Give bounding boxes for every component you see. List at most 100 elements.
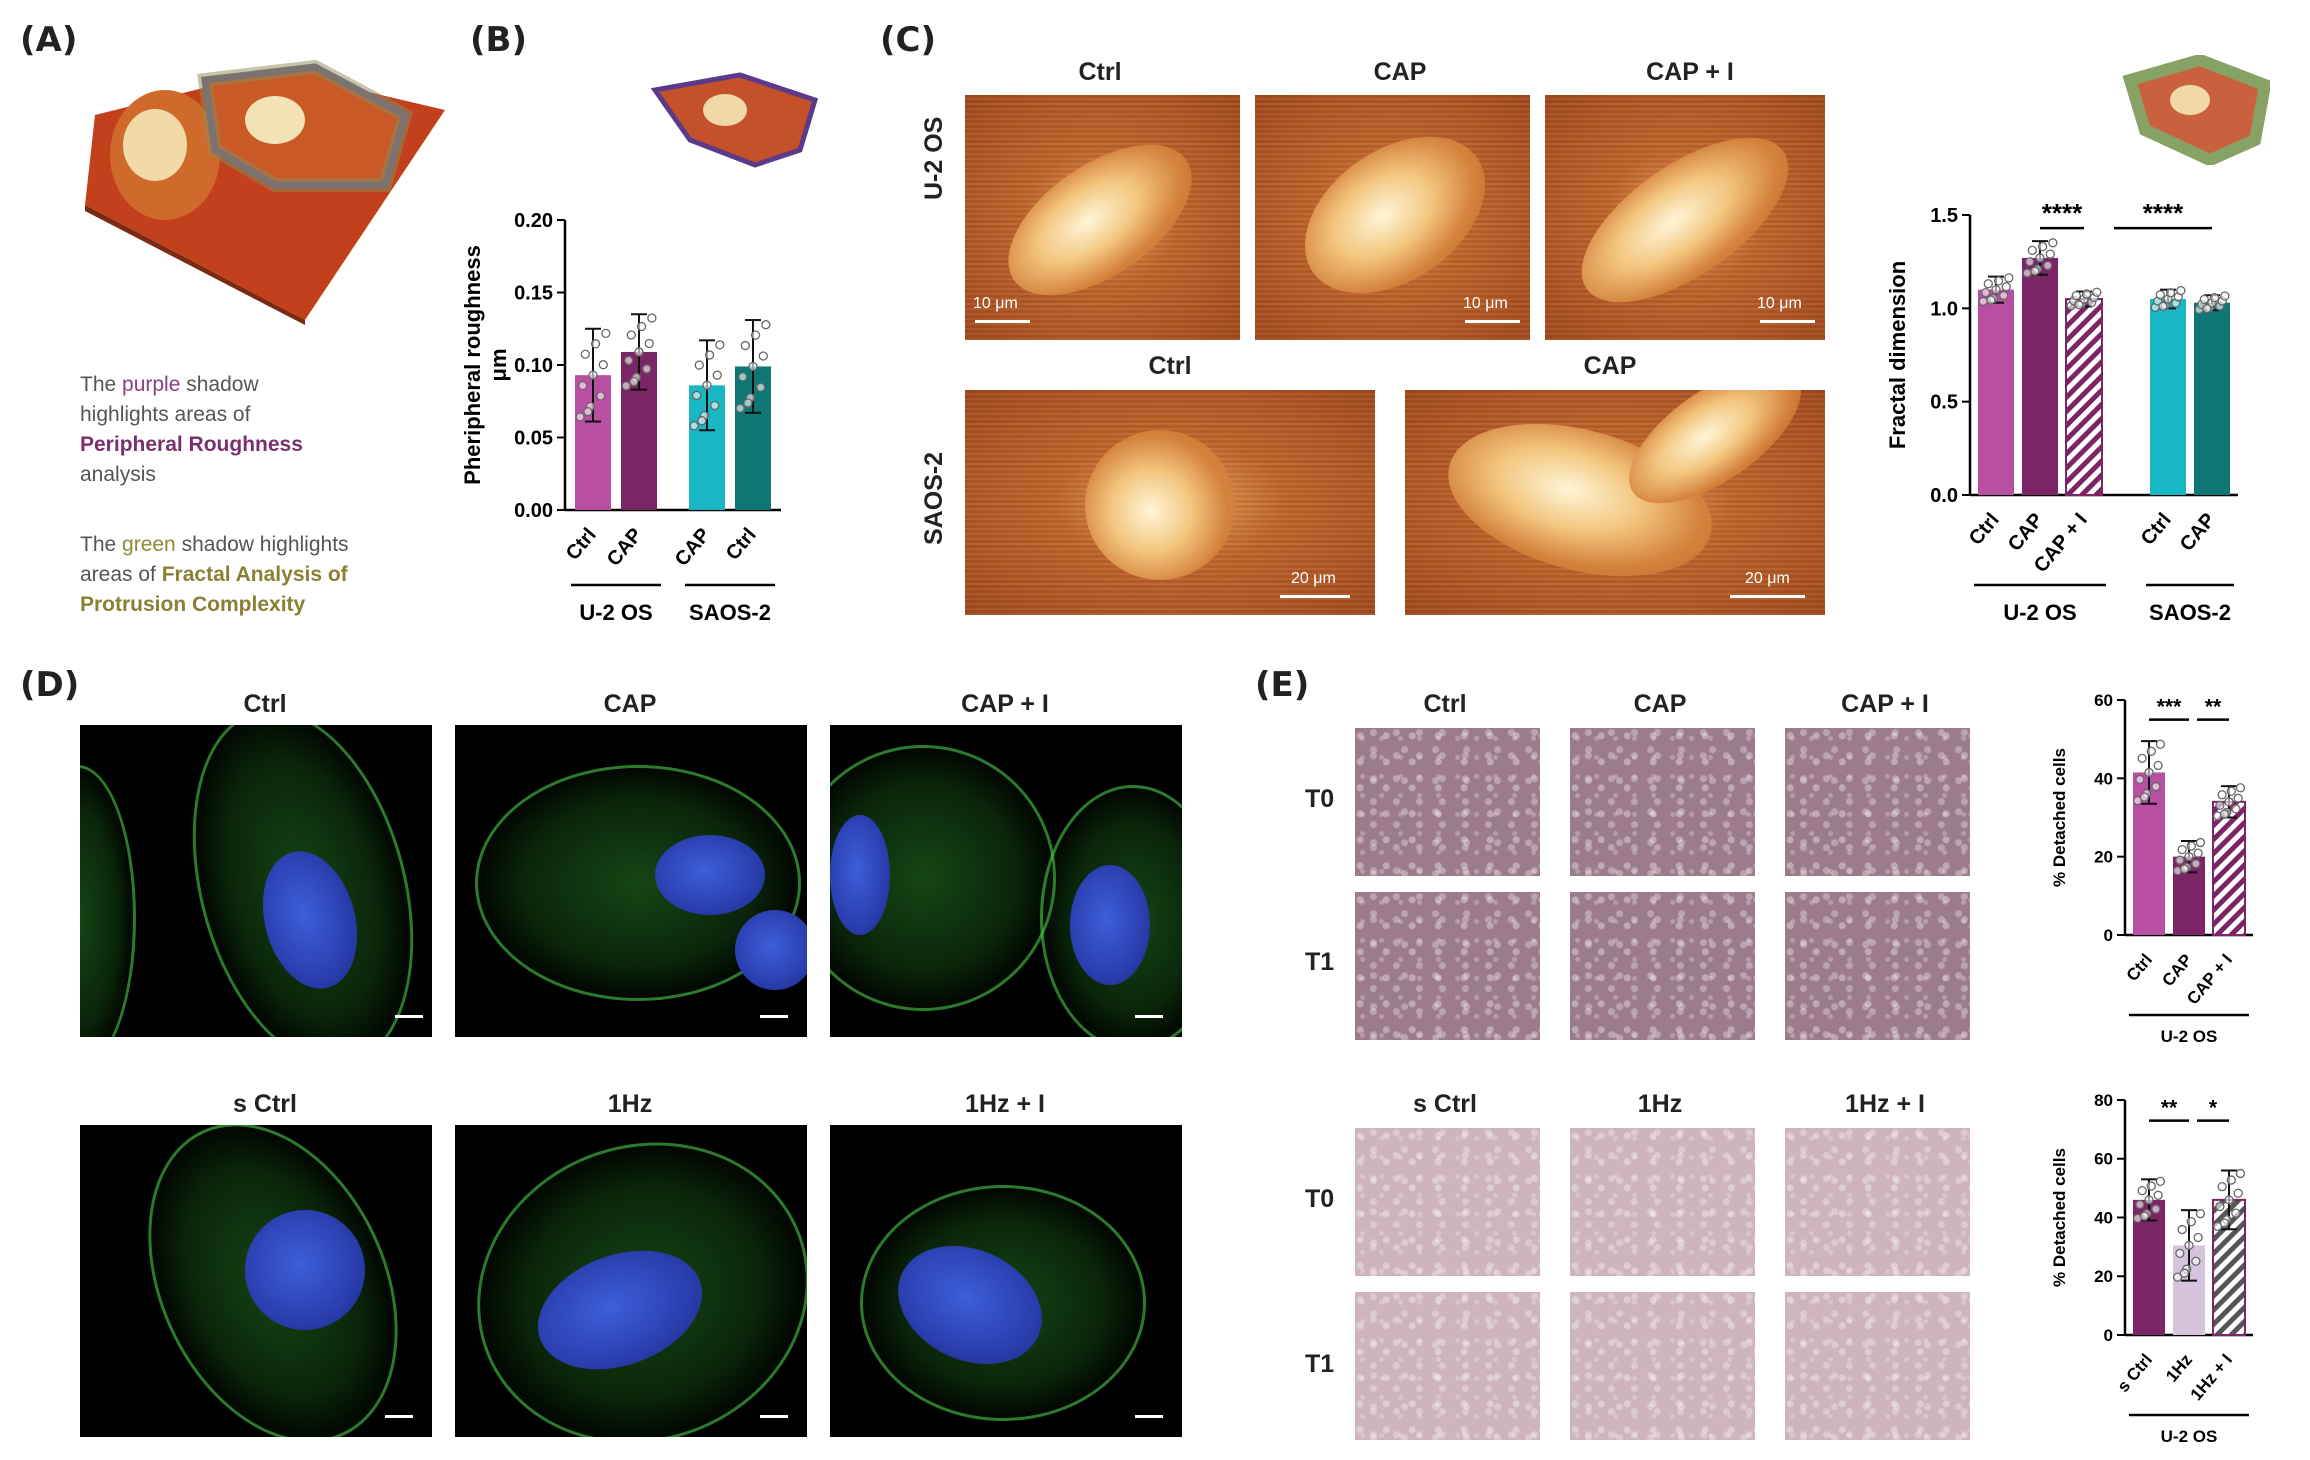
phase-row-t1: T1 (1305, 948, 1335, 976)
phase-image-1hz-i-t1 (1785, 1292, 1970, 1440)
data-point (583, 407, 593, 417)
data-point (2035, 253, 2045, 263)
data-point (689, 421, 699, 431)
y-tick-label: 60 (2094, 691, 2113, 710)
data-point (2179, 1268, 2190, 1278)
bar (2022, 257, 2058, 495)
y-tick-label: 60 (2094, 1150, 2113, 1169)
phase-label-s-ctrl: s Ctrl (1413, 1090, 1477, 1118)
group-label: SAOS-2 (2149, 600, 2231, 625)
fluor-image-cap (455, 725, 807, 1037)
y-axis-label: Pheripheral roughness (460, 245, 485, 485)
data-point (2153, 760, 2163, 771)
scale-label: 10 μm (1463, 295, 1508, 312)
data-point (697, 416, 707, 426)
data-point (758, 351, 768, 361)
afm-saos-label-ctrl: Ctrl (1148, 352, 1192, 380)
y-tick-label: 1.0 (1930, 298, 1958, 320)
y-tick-label: 0 (2104, 1326, 2113, 1345)
data-point (578, 380, 588, 391)
fluor-label-cap: CAP (603, 690, 657, 718)
scale-bar (1135, 1015, 1163, 1018)
data-point (2217, 1182, 2227, 1192)
data-point (644, 338, 654, 349)
data-point (2146, 1181, 2156, 1191)
data-point (2176, 285, 2186, 296)
panel-letter-a: (A) (20, 20, 78, 60)
data-point (2193, 1232, 2203, 1243)
scale-bar (760, 1415, 788, 1418)
scale-bar (1730, 595, 1805, 598)
data-point (588, 370, 598, 380)
phase-image-ctrl-t0 (1355, 728, 1540, 876)
fluor-label-s-ctrl: s Ctrl (233, 1090, 297, 1118)
data-point (756, 382, 766, 392)
phase-label-cap-i: CAP + I (1841, 690, 1929, 718)
category-label: Ctrl (722, 524, 761, 565)
data-point (2175, 1248, 2185, 1258)
data-point (2146, 746, 2156, 756)
data-point (626, 330, 636, 340)
scale-bar (760, 1015, 788, 1018)
phase-image-1hz-t0 (1570, 1128, 1755, 1276)
bar (2150, 299, 2186, 495)
phase-image-cap-t1 (1570, 892, 1755, 1040)
afm-3d-cell-image (85, 59, 445, 325)
data-point (590, 339, 601, 349)
fluor-label-1hz: 1Hz (607, 1090, 653, 1118)
category-label: s Ctrl (2114, 1350, 2156, 1396)
afm-image-u2os-cap: 10 μm (1255, 95, 1530, 340)
category-label: Ctrl (562, 524, 601, 565)
fluor-image-ctrl (80, 725, 432, 1037)
scale-bar (385, 1415, 413, 1418)
data-point (761, 320, 771, 330)
data-point (2209, 293, 2220, 303)
data-point (2177, 1224, 2187, 1235)
phase-row-t0-bottom: T0 (1305, 1185, 1335, 1213)
panel-letter-d: (D) (20, 665, 80, 705)
y-axis-label: % Detached cells (2050, 748, 2069, 887)
group-label: U-2 OS (2161, 1027, 2218, 1046)
data-point (1999, 290, 2009, 301)
fluor-label-1hz-i: 1Hz + I (965, 1090, 1045, 1118)
data-point (596, 391, 606, 401)
category-label: CAP (2176, 509, 2220, 555)
data-point (1993, 276, 2004, 286)
fluor-label-ctrl: Ctrl (243, 690, 287, 718)
data-point (2022, 268, 2032, 278)
category-label: 1Hz (2162, 1350, 2196, 1385)
data-point (598, 360, 608, 370)
data-point (2231, 1208, 2241, 1218)
data-point (2092, 287, 2102, 297)
data-point (601, 328, 611, 339)
scale-bar (1760, 320, 1815, 323)
afm-image-u2os-cap-i: 10 μm (1545, 95, 1825, 340)
data-point (1983, 279, 1993, 289)
scale-bar (395, 1015, 423, 1018)
group-label: U-2 OS (2003, 600, 2076, 625)
data-point (740, 340, 750, 351)
y-tick-label: 0.05 (514, 428, 553, 450)
purple-shadow-description: The purple shadow highlights areas of Pe… (80, 373, 303, 486)
bar (2212, 800, 2246, 937)
fluor-image-1hz (455, 1125, 807, 1437)
phase-label-1hz: 1Hz (1637, 1090, 1683, 1118)
scale-label: 10 μm (1757, 295, 1802, 312)
afm-col-label-cap-i: CAP + I (1646, 58, 1734, 86)
data-point (2004, 273, 2014, 283)
data-point (636, 321, 647, 332)
y-tick-label: 40 (2094, 769, 2113, 788)
data-point (2186, 1216, 2196, 1227)
phase-label-ctrl: Ctrl (1423, 690, 1467, 718)
afm-col-label-cap: CAP (1373, 58, 1427, 86)
data-point (2217, 790, 2227, 800)
data-point (2224, 797, 2234, 807)
data-point (2137, 753, 2147, 764)
data-point (2025, 257, 2035, 267)
phase-image-s-ctrl-t0 (1355, 1128, 1540, 1276)
data-point (2226, 786, 2236, 796)
data-point (2155, 1176, 2166, 1187)
data-point (1986, 295, 1996, 305)
y-tick-label: 0.00 (514, 500, 553, 522)
